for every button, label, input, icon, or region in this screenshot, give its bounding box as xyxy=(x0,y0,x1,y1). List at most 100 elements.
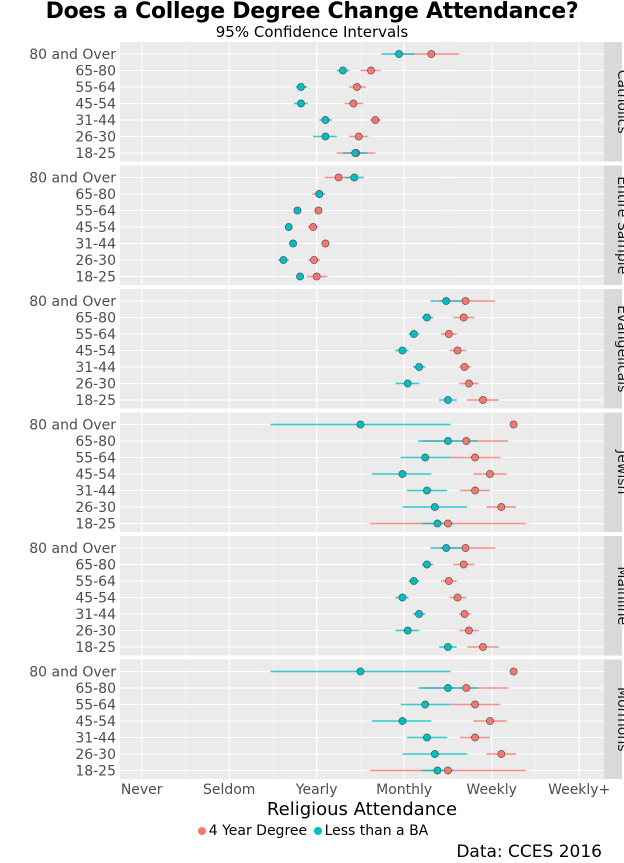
point-degree xyxy=(479,396,487,404)
facet-panel-jewish: 80 and Over65-8055-6445-5431-4426-3018-2… xyxy=(29,412,624,533)
panel-background xyxy=(120,536,604,656)
point-degree xyxy=(314,206,323,215)
point-degree xyxy=(459,313,468,322)
y-tick-label: 18-25 xyxy=(75,640,116,656)
point-degree xyxy=(349,99,358,108)
y-tick-label: 80 and Over xyxy=(29,418,116,434)
y-tick-label: 80 and Over xyxy=(29,665,116,681)
point-less-ba xyxy=(339,66,347,75)
point-less-ba xyxy=(297,99,305,108)
point-degree xyxy=(367,66,375,75)
y-tick-label: 31-44 xyxy=(75,237,116,253)
facet-strip xyxy=(604,659,622,779)
y-tick-label: 26-30 xyxy=(75,253,116,269)
panel-background xyxy=(120,289,604,409)
point-less-ba xyxy=(433,519,442,528)
panel-background xyxy=(120,42,604,162)
facet-strip xyxy=(604,165,622,285)
legend-label-less-ba: Less than a BA xyxy=(324,823,429,839)
point-less-ba xyxy=(430,503,439,511)
point-less-ba xyxy=(421,700,430,709)
y-tick-label: 31-44 xyxy=(75,731,116,747)
point-degree xyxy=(462,437,471,445)
x-tick-label: Monthly xyxy=(376,782,432,798)
point-less-ba xyxy=(321,116,330,124)
chart-subtitle: 95% Confidence Intervals xyxy=(215,23,409,41)
point-degree xyxy=(486,717,494,725)
point-less-ba xyxy=(409,330,418,338)
point-degree xyxy=(497,750,506,758)
point-less-ba xyxy=(409,577,418,585)
point-less-ba xyxy=(415,363,423,371)
point-degree xyxy=(460,363,469,371)
point-less-ba xyxy=(398,346,407,355)
y-tick-label: 55-64 xyxy=(75,204,116,220)
point-less-ba xyxy=(444,437,452,445)
point-less-ba xyxy=(350,173,359,182)
point-degree xyxy=(371,116,380,124)
point-degree xyxy=(459,560,468,569)
facet-panel-mormons: 80 and Over65-8055-6445-5431-4426-3018-2… xyxy=(29,659,624,780)
y-tick-label: 45-54 xyxy=(75,714,116,730)
y-tick-label: 65-80 xyxy=(75,681,116,697)
y-tick-label: 55-64 xyxy=(75,698,116,714)
point-degree xyxy=(486,470,494,478)
y-tick-label: 55-64 xyxy=(75,327,116,343)
facet-strip-label: Mainline xyxy=(614,566,624,625)
point-degree xyxy=(453,346,462,355)
y-tick-label: 65-80 xyxy=(75,64,116,80)
facet-strip xyxy=(604,412,622,532)
x-axis-label: Religious Attendance xyxy=(266,799,458,820)
point-degree xyxy=(479,643,487,651)
y-tick-label: 31-44 xyxy=(75,360,116,376)
point-less-ba xyxy=(293,206,302,215)
y-tick-label: 80 and Over xyxy=(29,541,116,557)
facet-strip-label: Entire Sample xyxy=(614,176,624,274)
point-less-ba xyxy=(398,717,407,725)
point-degree xyxy=(444,330,453,338)
y-tick-label: 45-54 xyxy=(75,220,116,236)
point-degree xyxy=(471,733,479,742)
point-less-ba xyxy=(284,223,293,231)
y-tick-label: 45-54 xyxy=(75,467,116,483)
y-tick-label: 26-30 xyxy=(75,747,116,763)
facet-panel-catholics: 80 and Over65-8055-6445-5431-4426-3018-2… xyxy=(29,42,624,162)
y-tick-label: 31-44 xyxy=(75,607,116,623)
y-tick-label: 55-64 xyxy=(75,451,116,467)
point-degree xyxy=(465,379,473,388)
facet-strip-label: Jewish xyxy=(614,449,624,494)
point-degree xyxy=(334,173,343,182)
legend-swatch-degree xyxy=(197,827,206,835)
panel-background xyxy=(120,659,604,779)
point-less-ba xyxy=(356,420,365,429)
point-degree xyxy=(465,626,473,635)
data-source-caption: Data: CCES 2016 xyxy=(456,842,602,862)
point-less-ba xyxy=(296,272,304,281)
x-tick-label: Weekly+ xyxy=(548,782,610,798)
y-tick-label: 80 and Over xyxy=(29,294,116,310)
legend: 4 Year Degree Less than a BA xyxy=(0,822,624,840)
point-less-ba xyxy=(321,132,330,141)
facet-strip-label: Catholics xyxy=(614,70,624,134)
point-less-ba xyxy=(423,733,431,742)
point-degree xyxy=(453,593,462,602)
y-tick-label: 45-54 xyxy=(75,591,116,607)
facet-panel-mainline: 80 and Over65-8055-6445-5431-4426-3018-2… xyxy=(29,536,624,656)
point-less-ba xyxy=(398,593,407,602)
y-tick-label: 26-30 xyxy=(75,130,116,146)
x-tick-label: Never xyxy=(121,782,163,798)
y-tick-label: 31-44 xyxy=(75,484,116,500)
x-tick-label: Seldom xyxy=(203,782,255,798)
y-tick-label: 18-25 xyxy=(75,764,116,780)
point-degree xyxy=(321,239,330,248)
panel-background xyxy=(120,412,604,532)
point-degree xyxy=(444,577,453,585)
y-tick-label: 26-30 xyxy=(75,377,116,393)
y-tick-label: 31-44 xyxy=(75,113,116,129)
y-tick-label: 55-64 xyxy=(75,574,116,590)
facet-strip xyxy=(604,42,622,162)
point-less-ba xyxy=(315,190,324,198)
point-degree xyxy=(444,519,452,528)
point-less-ba xyxy=(444,684,452,692)
point-degree xyxy=(427,50,436,58)
